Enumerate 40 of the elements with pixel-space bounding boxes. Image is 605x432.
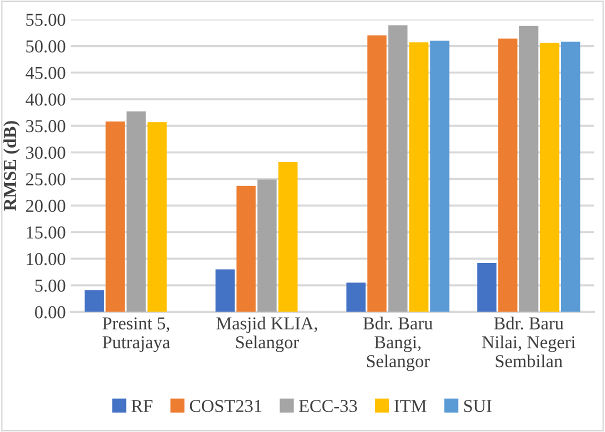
y-tick-label: 50.00 (26, 40, 66, 53)
legend-label: COST231 (190, 400, 262, 412)
y-tick-label: 20.00 (26, 200, 66, 212)
bar (498, 38, 518, 312)
bar (216, 269, 235, 312)
legend-label: SUI (464, 400, 492, 412)
bar (388, 25, 408, 312)
y-axis-title: RMSE (dB) (3, 121, 20, 211)
bar (148, 122, 167, 312)
bar (560, 42, 580, 312)
bar (278, 162, 298, 312)
legend-label: ITM (394, 400, 426, 412)
y-tick-label: 10.00 (26, 252, 66, 266)
y-tick-label: 25.00 (26, 173, 66, 186)
bar (106, 122, 125, 312)
legend-label: RF (131, 400, 152, 412)
x-tick-label: Bdr. Baru Bangi, Selangor (363, 316, 433, 371)
y-tick-label: 15.00 (26, 226, 66, 239)
y-tick-label: 35.00 (26, 120, 66, 132)
bar (257, 180, 277, 312)
x-tick-label: Bdr. Baru Nilai, Negeri Sembilan (482, 316, 576, 368)
bar (84, 290, 104, 312)
y-tick-label: 5.00 (35, 280, 66, 292)
legend-label: ECC-33 (299, 400, 357, 412)
x-tick-label: Masjid KLIA, Selangor (216, 316, 318, 352)
y-tick-label: 40.00 (26, 93, 66, 106)
bar (367, 35, 387, 312)
x-tick-label: Presint 5, Putrajaya (102, 317, 170, 352)
bar (540, 42, 560, 312)
bar (409, 42, 428, 312)
y-tick-label: 55.00 (26, 14, 66, 26)
bar (126, 111, 146, 312)
y-tick-label: 0.00 (35, 306, 66, 318)
y-tick-label: 30.00 (26, 146, 66, 159)
bar (346, 282, 366, 312)
bar (236, 186, 256, 312)
y-tick-label: 45.00 (26, 66, 66, 80)
bar (430, 40, 450, 312)
bar (477, 262, 496, 312)
bar (519, 26, 538, 312)
